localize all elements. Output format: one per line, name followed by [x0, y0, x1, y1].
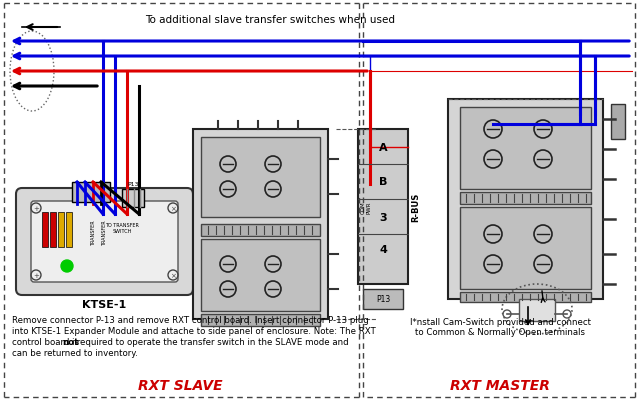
- Text: TO TRANSFER
SWITCH: TO TRANSFER SWITCH: [105, 223, 139, 233]
- Text: TRANSFER: TRANSFER: [102, 219, 108, 245]
- FancyBboxPatch shape: [31, 201, 178, 282]
- Bar: [363, 289, 403, 309]
- Text: COM
PWR: COM PWR: [360, 200, 371, 213]
- Bar: [66, 213, 72, 247]
- Text: KTSE-1: KTSE-1: [83, 299, 127, 309]
- Bar: [611, 105, 625, 140]
- Bar: [50, 213, 56, 247]
- Text: I*nstall Cam-Switch provided and connect
to Common & Normally Open terminals: I*nstall Cam-Switch provided and connect…: [410, 317, 591, 336]
- Text: +: +: [33, 205, 39, 211]
- Bar: [42, 213, 48, 247]
- Bar: [58, 213, 64, 247]
- FancyBboxPatch shape: [16, 188, 193, 295]
- Bar: [201, 138, 320, 217]
- Bar: [193, 130, 328, 319]
- Text: RXT SLAVE: RXT SLAVE: [138, 378, 222, 392]
- Bar: [460, 292, 591, 302]
- Text: can be returned to inventory.: can be returned to inventory.: [12, 348, 138, 357]
- Bar: [460, 108, 591, 190]
- Bar: [519, 299, 555, 321]
- Text: P13: P13: [127, 182, 139, 186]
- Text: RXT MASTER: RXT MASTER: [450, 378, 550, 392]
- Bar: [122, 190, 144, 207]
- Text: To additional slave transfer switches when used: To additional slave transfer switches wh…: [145, 15, 395, 25]
- Bar: [201, 225, 320, 237]
- Text: Remove connector P-13 and remove RXT control board. Insert connector P-13 plug: Remove connector P-13 and remove RXT con…: [12, 315, 369, 324]
- Text: required to operate the transfer switch in the SLAVE mode and: required to operate the transfer switch …: [74, 337, 349, 346]
- Text: not: not: [62, 337, 78, 346]
- Text: R-BUS: R-BUS: [412, 192, 420, 222]
- Bar: [448, 100, 603, 299]
- Bar: [201, 239, 320, 311]
- Bar: [358, 130, 408, 284]
- Text: into KTSE-1 Expander Module and attache to side panel of enclosure. Note: The RX: into KTSE-1 Expander Module and attache …: [12, 326, 376, 335]
- Text: control board is: control board is: [12, 337, 82, 346]
- Text: P13: P13: [376, 295, 390, 304]
- Text: B: B: [379, 176, 387, 186]
- Bar: [72, 182, 110, 203]
- Circle shape: [61, 260, 73, 272]
- Text: TRANSFER: TRANSFER: [92, 219, 97, 245]
- Text: +: +: [33, 272, 39, 278]
- Text: A: A: [379, 143, 387, 153]
- Bar: [460, 192, 591, 205]
- Bar: [460, 207, 591, 289]
- Text: 4: 4: [379, 244, 387, 254]
- Bar: [201, 314, 320, 326]
- Text: ×: ×: [170, 205, 176, 211]
- Text: 3: 3: [379, 213, 387, 223]
- Text: ×: ×: [170, 272, 176, 278]
